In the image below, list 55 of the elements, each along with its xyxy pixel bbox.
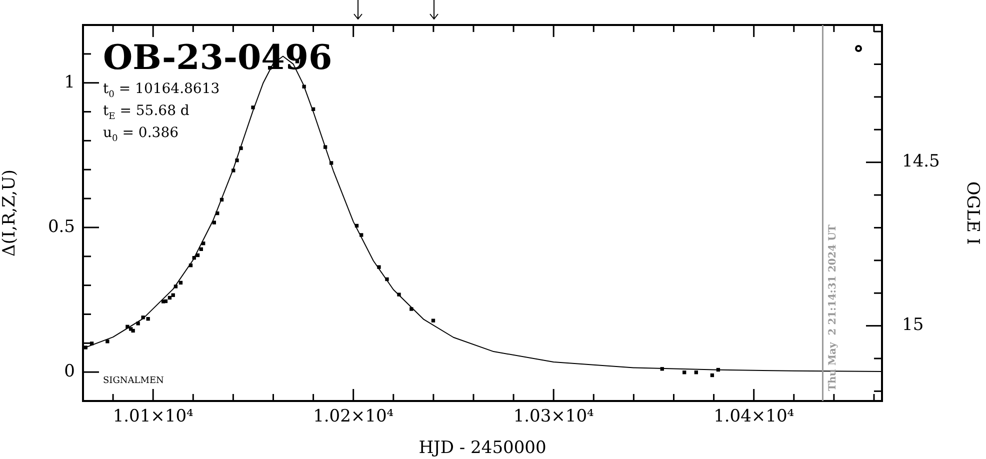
point (196, 253, 200, 258)
point (220, 198, 224, 202)
point (660, 367, 664, 371)
point (410, 307, 414, 311)
chart-title: OB-23-0496 (103, 38, 332, 78)
x-tick-label: 1.01×10⁴ (112, 406, 194, 427)
point (232, 168, 236, 172)
point (360, 233, 364, 237)
point (235, 158, 239, 162)
point (251, 106, 255, 110)
point (188, 264, 193, 268)
y2-tick-label: 14.5 (902, 152, 940, 172)
point (311, 107, 316, 112)
annotation: SIGNALMEN (103, 376, 164, 386)
point (106, 340, 110, 344)
point (716, 368, 720, 372)
point (171, 293, 175, 297)
point (141, 316, 145, 320)
point (178, 280, 183, 285)
point (302, 84, 306, 88)
y2-tick-label: 15 (902, 315, 924, 336)
point (323, 145, 328, 149)
point (329, 161, 334, 165)
point (164, 299, 168, 304)
x-axis-title: HJD - 2450000 (418, 438, 546, 458)
point (682, 370, 686, 374)
annotation: Thu May 2 21:14:31 2024 UT (827, 224, 838, 391)
point (431, 318, 436, 322)
point (146, 317, 150, 321)
point (202, 242, 206, 246)
point (192, 256, 196, 260)
y2-axis-title: OGLE I (962, 181, 982, 245)
point (239, 146, 243, 150)
point (377, 265, 381, 269)
point (694, 370, 698, 374)
x-tick-label: 1.04×10⁴ (714, 406, 794, 427)
point (354, 224, 359, 228)
point (168, 296, 172, 300)
y-tick-label: 0.5 (48, 216, 75, 237)
y-axis-title: Δ(I,R,Z,U) (0, 169, 20, 257)
x-tick-label: 1.03×10⁴ (513, 406, 594, 427)
x-tick-label: 1.02×10⁴ (313, 406, 394, 427)
point (90, 342, 94, 346)
point (216, 211, 220, 216)
point (212, 220, 216, 224)
point (385, 277, 389, 282)
point (710, 373, 714, 378)
y-tick-label: 1 (64, 72, 75, 92)
point (199, 247, 203, 251)
point (397, 292, 401, 296)
point (174, 284, 178, 288)
point (126, 324, 130, 329)
point (136, 322, 140, 326)
y-tick-label: 0 (64, 362, 75, 382)
point (84, 346, 88, 350)
